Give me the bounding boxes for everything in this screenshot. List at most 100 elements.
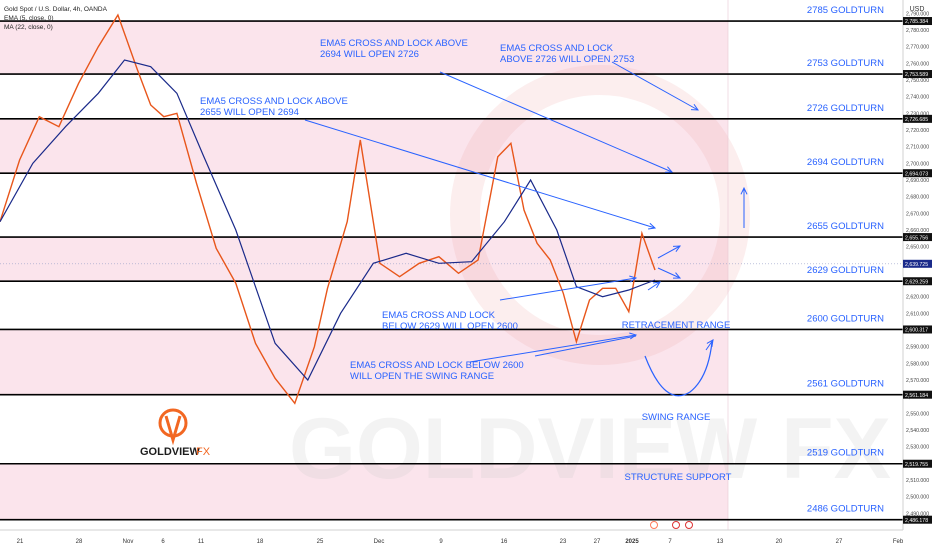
- level-name: 2486 GOLDTURN: [807, 504, 884, 515]
- level-tag-box: [903, 169, 932, 178]
- annotation-line: 2694 WILL OPEN 2726: [320, 49, 419, 60]
- arrow-2726-to-2753: [611, 61, 699, 111]
- level-tag-box: [903, 325, 932, 334]
- y-tick-label: 2,790.000: [906, 11, 929, 17]
- arrow-2694-to-2726: [439, 71, 673, 173]
- x-tick-label: 9: [439, 539, 443, 545]
- level-labels: 2785 GOLDTURN 2753 GOLDTURN 2726 GOLDTURN 2…: [807, 5, 884, 515]
- ma-legend: MA (22, close, 0): [4, 24, 53, 31]
- x-tick-label: 25: [317, 539, 324, 545]
- watermark: GOLDVIEW FX: [289, 65, 891, 497]
- level-tag-text: 2,726.685: [905, 117, 928, 123]
- arrow-below-2600-head: [629, 332, 638, 340]
- level-tag: 2,519.755: [903, 459, 932, 468]
- watermark-ring: [450, 65, 750, 365]
- level-tag: 2,694.073: [903, 169, 932, 177]
- annotation-text: EMA5 CROSS AND LOCK BELOW 2600 WILL OPEN …: [350, 360, 524, 382]
- x-tick-label: 21: [17, 539, 24, 545]
- level-tag-text: 2,519.755: [905, 462, 928, 468]
- arrow-2655-to-2694: [304, 119, 656, 229]
- y-tick-label: 2,760.000: [906, 61, 929, 67]
- x-tick-label: 11: [198, 539, 205, 545]
- level-tag-box: [903, 515, 932, 524]
- x-tick-label: 18: [257, 539, 264, 545]
- level-tag: 2,785.384: [903, 17, 932, 25]
- y-tick-label: 2,650.000: [906, 245, 929, 251]
- y-tick-label: 2,720.000: [906, 128, 929, 134]
- x-tick-label: Dec: [374, 539, 385, 545]
- y-tick-label: 2,750.000: [906, 78, 929, 84]
- x-tick-label: 6: [161, 539, 165, 545]
- y-tick-label: 2,620.000: [906, 295, 929, 301]
- level-tag: 2,753.589: [903, 70, 932, 78]
- level-tag-text: 2,655.756: [905, 235, 928, 241]
- series-line-0: [0, 13, 656, 405]
- level-name: 2694 GOLDTURN: [807, 157, 884, 168]
- zone-band-3: [0, 329, 728, 395]
- arrow-below-2600: [469, 334, 637, 363]
- level-tag-text: 2,600.317: [905, 328, 928, 334]
- y-tick-label: 2,660.000: [906, 228, 929, 234]
- series-line-1: [0, 59, 656, 382]
- level-tag-box: [903, 17, 932, 26]
- y-tick-label: 2,510.000: [906, 478, 929, 484]
- y-tick-label: 2,530.000: [906, 445, 929, 451]
- level-tag-box: [903, 277, 932, 286]
- price-series: [0, 13, 656, 405]
- y-tick-label: 2,590.000: [906, 345, 929, 351]
- x-tick-label: 27: [594, 539, 601, 545]
- annotation-line: EMA5 CROSS AND LOCK BELOW 2600: [350, 360, 524, 371]
- level-tag: 2,486.178: [903, 515, 932, 524]
- price-axis-background: [903, 0, 932, 550]
- brand-logo: GOLDVIEW FX: [140, 408, 211, 458]
- annotation-text: EMA5 CROSS AND LOCK ABOVE 2726 WILL OPEN …: [500, 43, 634, 65]
- annotation-text: EMA5 CROSS AND LOCK BELOW 2629 WILL OPEN …: [382, 310, 518, 332]
- level-name: 2561 GOLDTURN: [807, 379, 884, 390]
- annotation-line: 2655 WILL OPEN 2694: [200, 107, 299, 118]
- level-tag: 2,629.259: [903, 277, 932, 285]
- level-tag-box: [903, 233, 932, 242]
- arrow-ma-tip: [647, 281, 661, 291]
- x-tick-label: 13: [717, 539, 724, 545]
- y-tick-label: 2,780.000: [906, 28, 929, 34]
- zone-band-4: [0, 463, 728, 520]
- annotation-line: EMA5 CROSS AND LOCK: [500, 43, 614, 54]
- event-markers: [650, 521, 693, 529]
- level-tag-box: [903, 459, 932, 468]
- swing-curve-head: [705, 339, 714, 351]
- level-tag-box: [903, 390, 932, 399]
- annotation-line: EMA5 CROSS AND LOCK: [382, 310, 496, 321]
- zone-bands: [0, 21, 728, 520]
- y-tick-label: 2,680.000: [906, 195, 929, 201]
- arrow-below-2629: [499, 277, 637, 301]
- level-name: 2785 GOLDTURN: [807, 5, 884, 16]
- y-tick-label: 2,710.000: [906, 145, 929, 151]
- annotation-line: BELOW 2629 WILL OPEN 2600: [382, 321, 518, 332]
- level-name: 2753 GOLDTURN: [807, 58, 884, 69]
- watermark-text: GOLDVIEW FX: [289, 401, 891, 497]
- level-lines: [0, 20, 903, 521]
- x-tick-label: 7: [668, 539, 672, 545]
- y-tick-label: 2,740.000: [906, 95, 929, 101]
- level-tag: 2,655.756: [903, 233, 932, 241]
- level-tag-text: 2,629.259: [905, 279, 928, 285]
- currency-label: USD: [910, 6, 925, 13]
- arrow-below-2629-head: [629, 275, 638, 283]
- wedge-lower: [534, 335, 637, 357]
- x-tick-label: 20: [776, 539, 783, 545]
- arrow-up-small-head: [672, 245, 682, 252]
- annotation-text: EMA5 CROSS AND LOCK ABOVE 2655 WILL OPEN …: [200, 96, 348, 118]
- y-tick-label: 2,500.000: [906, 495, 929, 501]
- annotation-line: WILL OPEN THE SWING RANGE: [350, 371, 494, 382]
- annotation-line: EMA5 CROSS AND LOCK ABOVE: [200, 96, 348, 107]
- level-tag: 2,600.317: [903, 325, 932, 334]
- zone-labels: RETRACEMENT RANGE SWING RANGE STRUCTURE SU…: [622, 320, 732, 483]
- level-name: 2726 GOLDTURN: [807, 103, 884, 114]
- logo-needle: [164, 415, 182, 446]
- time-axis: 21 28 Nov 6 11 18 25 Dec 9 16 23 27 2025 7 13 20 27 Feb: [0, 529, 904, 545]
- y-tick-label: 2,700.000: [906, 161, 929, 167]
- event-marker: [685, 521, 693, 529]
- y-tick-label: 2,580.000: [906, 361, 929, 367]
- arrow-down-small-head: [672, 272, 682, 279]
